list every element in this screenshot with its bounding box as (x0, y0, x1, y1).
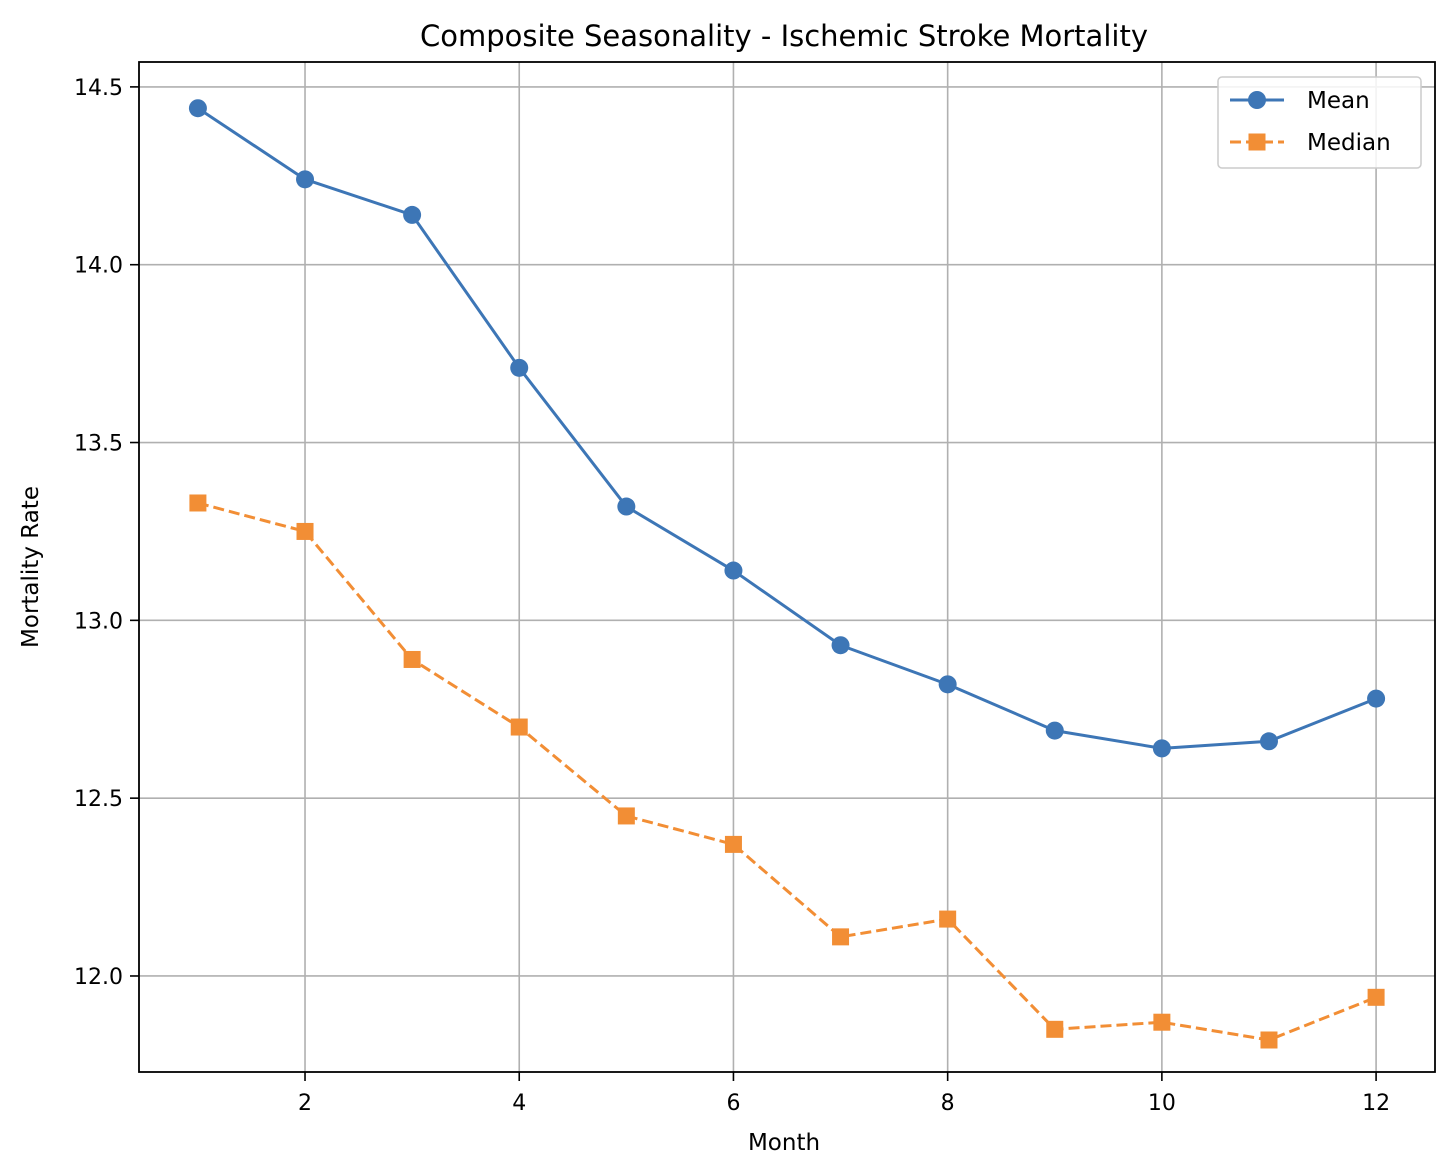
data-point-median (832, 928, 850, 946)
chart-title: Composite Seasonality - Ischemic Stroke … (420, 19, 1148, 53)
legend-label-median: Median (1307, 130, 1391, 156)
data-point-mean (1045, 721, 1064, 740)
data-point-mean (510, 358, 529, 377)
data-point-median (189, 494, 207, 512)
series-layer (188, 99, 1386, 1049)
data-point-mean (188, 99, 207, 118)
data-point-mean (1259, 732, 1278, 751)
y-axis-label: Mortality Rate (18, 486, 44, 648)
legend-item-median: Median (1230, 130, 1391, 156)
x-tick-label: 4 (512, 1091, 526, 1116)
x-tick-label: 12 (1362, 1091, 1390, 1116)
x-tick-label: 8 (941, 1091, 955, 1116)
data-point-median (296, 522, 314, 540)
x-tick-label: 10 (1148, 1091, 1176, 1116)
y-tick-label: 13.5 (74, 432, 123, 457)
y-tick-label: 12.0 (74, 965, 123, 990)
data-point-mean (831, 636, 850, 655)
x-tick-label: 6 (726, 1091, 740, 1116)
data-point-mean (724, 561, 743, 580)
data-point-median (1260, 1031, 1278, 1049)
x-axis-label: Month (748, 1130, 820, 1156)
legend-item-mean: Mean (1230, 88, 1370, 114)
x-axis-ticks: 2 4 6 8 10 12 (298, 1072, 1390, 1116)
data-point-mean (938, 675, 957, 694)
grid (139, 62, 1435, 1072)
series-median (189, 494, 1385, 1049)
data-point-median (510, 718, 528, 736)
data-point-mean (296, 170, 315, 189)
data-point-median (1153, 1013, 1171, 1031)
y-tick-label: 14.5 (74, 76, 123, 101)
data-point-median (724, 835, 742, 853)
legend-label-mean: Mean (1307, 88, 1370, 114)
legend: Mean Median (1217, 76, 1422, 169)
data-point-median (617, 807, 635, 825)
data-point-median (1046, 1020, 1064, 1038)
legend-marker-median (1248, 133, 1266, 151)
data-point-median (403, 650, 421, 668)
data-point-median (939, 910, 957, 928)
data-point-median (1367, 988, 1385, 1006)
x-tick-label: 2 (298, 1091, 312, 1116)
data-point-mean (1367, 689, 1386, 708)
y-axis-ticks: 12.0 12.5 13.0 13.5 14.0 14.5 (74, 76, 139, 990)
y-tick-label: 14.0 (74, 254, 123, 279)
series-line-median (197, 501, 1377, 1042)
legend-marker-mean (1248, 91, 1266, 109)
plot-area-frame (138, 61, 1436, 1073)
data-point-mean (617, 497, 636, 516)
series-line-mean (197, 106, 1377, 750)
y-tick-label: 12.5 (74, 787, 123, 812)
data-point-mean (403, 205, 422, 224)
series-mean (188, 99, 1386, 758)
y-tick-label: 13.0 (74, 609, 123, 634)
data-point-mean (1152, 739, 1171, 758)
